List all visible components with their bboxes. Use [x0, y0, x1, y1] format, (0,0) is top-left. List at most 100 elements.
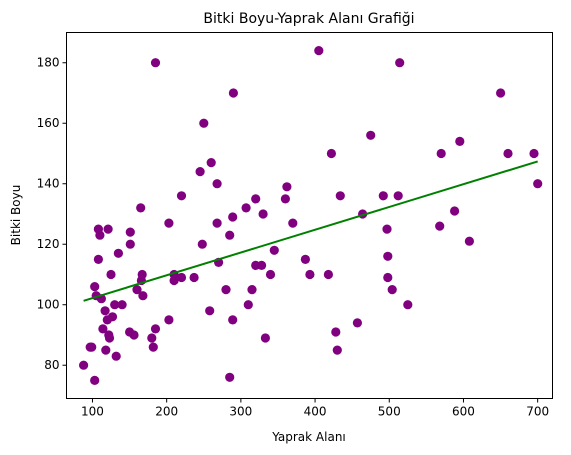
y-tick-label: 100 [37, 298, 60, 312]
data-point-39 [169, 275, 179, 286]
x-tick-label: 500 [378, 405, 401, 419]
data-point-83 [383, 251, 393, 261]
data-point-47 [206, 158, 216, 168]
plot-area [79, 46, 543, 385]
data-point-91 [450, 206, 460, 216]
data-point-70 [300, 254, 310, 264]
data-point-33 [148, 342, 158, 352]
data-point-34 [150, 58, 161, 68]
data-point-18 [107, 312, 118, 322]
data-point-43 [195, 167, 205, 177]
data-point-54 [228, 212, 238, 222]
data-point-44 [197, 239, 207, 249]
data-point-68 [282, 182, 292, 192]
data-point-21 [113, 248, 123, 258]
y-tick-label: 120 [37, 237, 60, 251]
data-point-69 [288, 218, 298, 228]
data-point-62 [257, 260, 267, 270]
data-point-4 [90, 375, 100, 385]
data-point-25 [125, 239, 135, 249]
data-point-46 [205, 306, 215, 316]
data-point-78 [352, 318, 362, 328]
data-point-16 [104, 333, 115, 343]
data-point-35 [150, 324, 161, 334]
data-point-59 [247, 285, 257, 295]
data-point-55 [228, 315, 238, 325]
data-point-77 [335, 191, 345, 201]
data-point-56 [228, 88, 238, 98]
data-point-60 [251, 194, 261, 204]
data-point-96 [529, 148, 539, 159]
data-point-64 [260, 333, 270, 343]
data-point-89 [435, 221, 445, 231]
plot-frame [66, 32, 553, 399]
x-axis-label: Yaprak Alanı [271, 430, 346, 444]
data-point-24 [125, 227, 135, 237]
data-point-14 [103, 224, 113, 234]
data-point-10 [98, 324, 108, 334]
data-point-17 [106, 269, 116, 280]
y-tick-label: 180 [37, 56, 60, 70]
x-tick-label: 600 [452, 405, 475, 419]
data-point-37 [164, 218, 174, 228]
data-point-40 [176, 272, 187, 283]
data-point-75 [331, 327, 341, 337]
data-point-74 [326, 148, 336, 159]
data-point-53 [225, 230, 235, 240]
x-tick-label: 100 [81, 405, 104, 419]
data-point-76 [332, 345, 342, 355]
x-tick-label: 400 [304, 405, 327, 419]
trend-line [83, 160, 538, 302]
data-point-27 [132, 285, 142, 295]
data-point-87 [395, 58, 405, 68]
data-point-0 [79, 360, 89, 370]
data-point-30 [137, 269, 147, 280]
y-tick-label: 140 [37, 177, 60, 191]
x-tick-label: 700 [526, 405, 549, 419]
chart-title: Bitki Boyu-Yaprak Alanı Grafiği [203, 11, 414, 27]
data-point-88 [403, 300, 413, 310]
data-point-81 [378, 191, 388, 201]
data-point-41 [176, 191, 187, 201]
data-point-97 [533, 179, 543, 189]
data-point-32 [147, 333, 157, 343]
data-point-12 [101, 345, 111, 355]
data-point-36 [164, 315, 174, 325]
data-point-8 [95, 230, 105, 240]
y-tick-label: 160 [37, 116, 60, 130]
data-point-86 [393, 191, 403, 201]
data-point-82 [382, 224, 392, 234]
data-point-63 [258, 209, 268, 219]
data-point-42 [189, 272, 199, 283]
data-point-72 [314, 46, 324, 56]
data-point-66 [269, 245, 279, 255]
data-point-65 [265, 269, 276, 280]
data-point-28 [136, 203, 146, 213]
data-point-48 [212, 218, 222, 228]
y-tick-label: 80 [44, 358, 59, 372]
x-tick-label: 300 [229, 405, 252, 419]
axis-ticks: 100 200 300 400 500 600 700 80 100 120 140 160 180 [37, 56, 550, 419]
data-point-93 [464, 236, 474, 246]
data-point-26 [129, 330, 139, 340]
y-axis-label: Bitki Boyu [9, 185, 23, 246]
data-point-20 [111, 351, 121, 361]
data-point-73 [323, 269, 333, 280]
data-point-95 [503, 148, 513, 159]
data-point-84 [383, 272, 393, 283]
x-tick-label: 200 [155, 405, 178, 419]
data-point-22 [117, 300, 127, 310]
data-point-49 [212, 179, 222, 189]
data-point-94 [496, 88, 506, 98]
data-point-57 [241, 203, 251, 213]
data-point-31 [138, 291, 148, 301]
data-point-71 [305, 269, 315, 280]
data-point-19 [110, 300, 120, 310]
data-point-11 [100, 306, 110, 316]
data-point-58 [243, 300, 253, 310]
data-point-7 [93, 254, 103, 264]
data-point-3 [90, 282, 100, 292]
data-point-85 [387, 285, 397, 295]
